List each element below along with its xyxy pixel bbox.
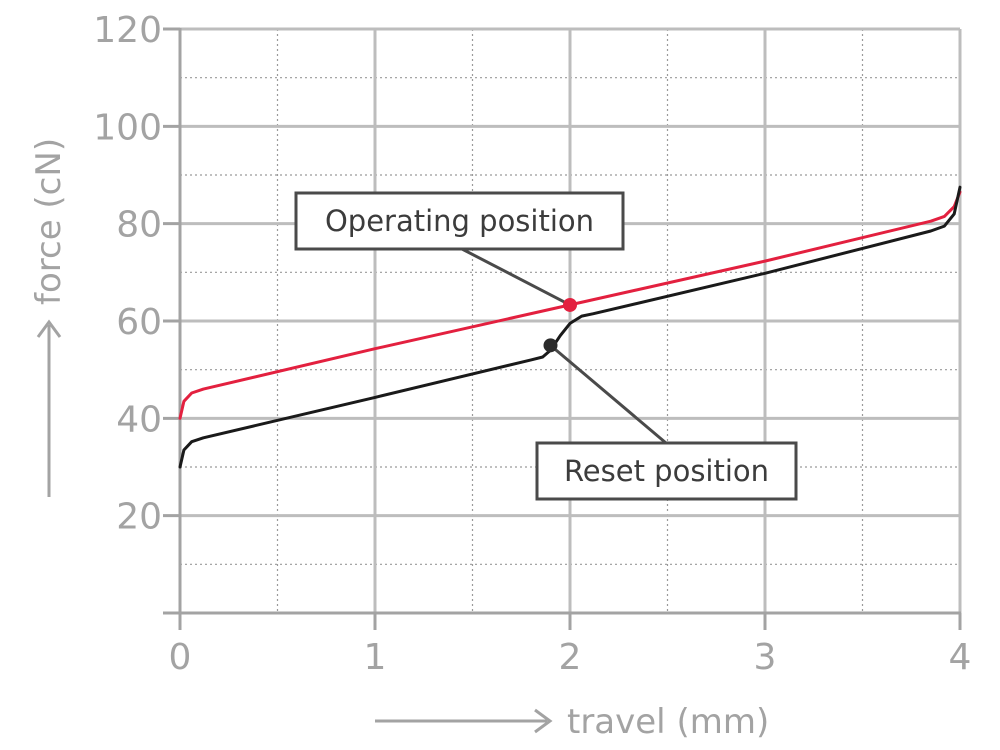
reset-position-marker (543, 338, 558, 353)
x-tick-label: 4 (949, 637, 972, 678)
y-tick-label: 60 (116, 302, 162, 343)
x-axis-arrow-head (534, 708, 553, 734)
y-tick-label: 40 (116, 399, 162, 440)
series-line-1 (178, 185, 962, 469)
x-tick-label: 0 (169, 637, 192, 678)
y-tick-label: 20 (116, 497, 162, 538)
operating-position-leader (461, 247, 571, 307)
markers (543, 297, 577, 353)
axes (163, 27, 962, 630)
y-axis-title: force (cN) (29, 138, 69, 305)
grid (180, 27, 962, 613)
y-tick-label: 120 (93, 10, 162, 51)
y-axis-arrow-head (36, 319, 62, 338)
operating-position-label: Operating position (325, 204, 594, 238)
callout-leaders (461, 247, 667, 445)
reset-position-label: Reset position (564, 454, 769, 488)
tick-labels: 20 40 60 80 100 120 0 1 2 3 4 (93, 10, 971, 678)
reset-position-callout: Reset position (535, 441, 798, 501)
x-tick-label: 1 (364, 637, 387, 678)
operating-position-callout: Operating position (294, 191, 625, 251)
x-tick-label: 3 (754, 637, 777, 678)
y-tick-label: 100 (93, 107, 162, 148)
operating-position-marker (563, 297, 577, 312)
y-tick-label: 80 (116, 205, 162, 246)
reset-position-box (535, 441, 798, 501)
x-axis-title: travel (mm) (567, 702, 769, 742)
operating-position-box (294, 191, 625, 251)
x-axis-title-group: travel (mm) (375, 702, 769, 742)
x-tick-label: 2 (559, 637, 582, 678)
reset-position-leader (549, 344, 667, 445)
y-axis-title-group: force (cN) (29, 138, 69, 497)
